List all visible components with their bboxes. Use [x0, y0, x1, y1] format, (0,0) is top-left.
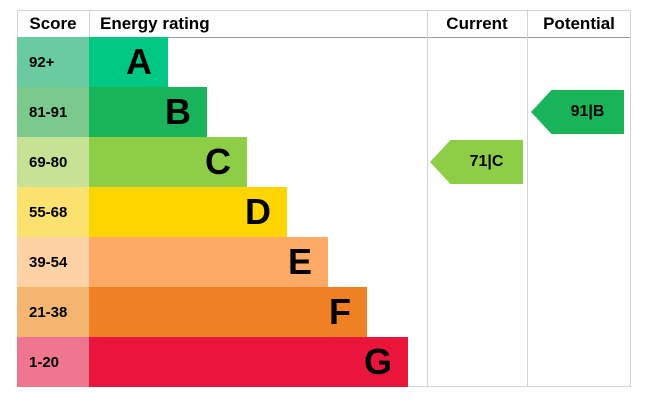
- header-left-border: [17, 10, 18, 37]
- band-bar-g: G: [89, 337, 408, 387]
- score-range-d: 55-68: [17, 187, 89, 237]
- current-rating-label: 71|C: [469, 153, 504, 170]
- band-letter-c: C: [205, 141, 231, 182]
- score-range-a: 92+: [17, 37, 89, 87]
- header-underline: [17, 37, 631, 38]
- band-letter-f: F: [329, 291, 351, 332]
- current-column-divider: [427, 10, 428, 387]
- score-range-f: 21-38: [17, 287, 89, 337]
- band-bar-f: F: [89, 287, 367, 337]
- band-bar-e: E: [89, 237, 328, 287]
- table-right-border: [630, 10, 631, 387]
- band-row-g: 1-20 G: [17, 337, 631, 387]
- band-row-d: 55-68 D: [17, 187, 631, 237]
- band-bar-c: C: [89, 137, 247, 187]
- score-range-g: 1-20: [17, 337, 89, 387]
- potential-rating-label: 91|B: [570, 103, 605, 120]
- header-current: Current: [446, 13, 508, 33]
- band-row-c: 69-80 C: [17, 137, 631, 187]
- band-bar-b: B: [89, 87, 207, 137]
- table-top-border: [17, 10, 631, 11]
- band-letter-d: D: [245, 191, 271, 232]
- header-energy-rating: Energy rating: [100, 13, 210, 33]
- band-letter-e: E: [287, 241, 312, 282]
- band-letter-b: B: [165, 91, 191, 132]
- band-row-a: 92+ A: [17, 37, 631, 87]
- band-row-b: 81-91 B: [17, 87, 631, 137]
- band-bar-d: D: [89, 187, 287, 237]
- score-range-e: 39-54: [17, 237, 89, 287]
- band-row-e: 39-54 E: [17, 237, 631, 287]
- current-rating-arrow: 71|C: [430, 140, 523, 184]
- score-column-divider: [89, 10, 90, 37]
- score-range-c: 69-80: [17, 137, 89, 187]
- band-row-f: 21-38 F: [17, 287, 631, 337]
- band-bar-a: A: [89, 37, 168, 87]
- epc-table: Score Energy rating Current Potential 92…: [17, 10, 631, 387]
- potential-column-divider: [527, 10, 528, 387]
- header-potential: Potential: [543, 13, 615, 33]
- header-score: Score: [29, 13, 77, 33]
- band-letter-g: G: [363, 341, 392, 382]
- score-range-b: 81-91: [17, 87, 89, 137]
- band-letter-a: A: [126, 41, 152, 82]
- potential-rating-arrow: 91|B: [531, 90, 624, 134]
